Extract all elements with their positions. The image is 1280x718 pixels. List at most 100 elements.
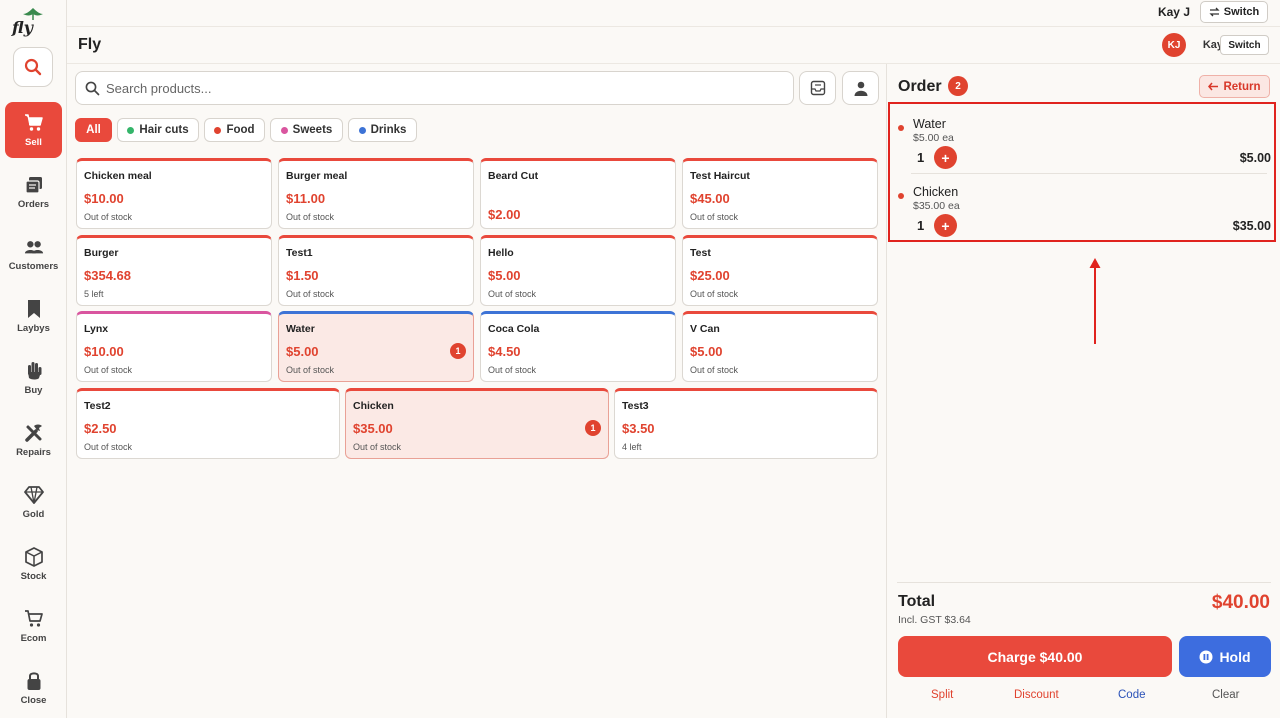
sidebar-item-gold[interactable]: Gold bbox=[5, 474, 62, 530]
order-line-each: $35.00 ea bbox=[913, 200, 960, 212]
sidebar-item-buy[interactable]: Buy bbox=[5, 350, 62, 406]
order-line[interactable]: Chicken $35.00 ea 1 + $35.00 bbox=[887, 172, 1280, 238]
order-line[interactable]: Water $5.00 ea 1 + $5.00 bbox=[887, 104, 1280, 170]
product-stock: Out of stock bbox=[690, 212, 739, 222]
charge-button[interactable]: Charge $40.00 bbox=[898, 636, 1172, 677]
product-card[interactable]: Test2 $2.50 Out of stock bbox=[76, 388, 340, 459]
product-card[interactable]: Coca Cola $4.50 Out of stock bbox=[480, 311, 676, 382]
product-name: Lynx bbox=[84, 323, 109, 335]
return-label: Return bbox=[1223, 80, 1261, 93]
product-stock: 5 left bbox=[84, 289, 104, 299]
top-user-name: Kay J bbox=[1157, 5, 1190, 19]
product-card[interactable]: Hello $5.00 Out of stock bbox=[480, 235, 676, 306]
avatar[interactable]: KJ bbox=[1162, 33, 1186, 57]
order-line-dot bbox=[898, 193, 904, 199]
product-card[interactable]: Chicken meal $10.00 Out of stock bbox=[76, 158, 272, 229]
sidebar-item-label: Close bbox=[20, 694, 47, 706]
product-card[interactable]: Test3 $3.50 4 left bbox=[614, 388, 878, 459]
product-name: Test Haircut bbox=[690, 170, 750, 182]
order-line-total: $5.00 bbox=[1239, 151, 1271, 165]
order-panel: Order 2 Return Water $5.00 ea 1 + $5.00 … bbox=[886, 64, 1280, 718]
discount-link[interactable]: Discount bbox=[1014, 689, 1059, 701]
product-card[interactable]: Beard Cut $2.00 bbox=[480, 158, 676, 229]
product-card[interactable]: Test $25.00 Out of stock bbox=[682, 235, 878, 306]
product-name: Coca Cola bbox=[488, 323, 540, 335]
product-name: Test1 bbox=[286, 247, 313, 259]
return-button[interactable]: Return bbox=[1199, 75, 1270, 98]
header-switch-button[interactable]: Switch bbox=[1220, 35, 1269, 55]
product-search[interactable] bbox=[75, 71, 794, 105]
order-title: Order bbox=[898, 78, 942, 95]
return-arrow-icon bbox=[1208, 82, 1219, 91]
product-price: $5.00 bbox=[488, 268, 521, 283]
sidebar-item-ecom[interactable]: Ecom bbox=[5, 598, 62, 654]
swap-icon bbox=[1209, 7, 1220, 17]
code-link[interactable]: Code bbox=[1118, 689, 1146, 701]
sidebar-item-close[interactable]: Close bbox=[5, 660, 62, 716]
sidebar-item-label: Ecom bbox=[20, 632, 47, 644]
product-card[interactable]: V Can $5.00 Out of stock bbox=[682, 311, 878, 382]
product-stock: 4 left bbox=[622, 442, 642, 452]
category-chip-all[interactable]: All bbox=[75, 118, 112, 142]
quantity-badge: 1 bbox=[450, 343, 466, 359]
product-price: $3.50 bbox=[622, 421, 655, 436]
annotation-arrow-icon bbox=[1089, 258, 1101, 344]
hold-label: Hold bbox=[1219, 648, 1251, 665]
customer-button[interactable] bbox=[842, 71, 879, 105]
product-name: Burger bbox=[84, 247, 119, 259]
top-switch-button[interactable]: Switch bbox=[1200, 1, 1268, 23]
increment-button[interactable]: + bbox=[934, 214, 957, 237]
category-chip-sweets[interactable]: Sweets bbox=[270, 118, 343, 142]
sidebar-item-sell[interactable]: Sell bbox=[5, 102, 62, 158]
product-stock: Out of stock bbox=[286, 365, 335, 375]
product-name: Burger meal bbox=[286, 170, 348, 182]
category-chip-hair-cuts[interactable]: Hair cuts bbox=[117, 118, 199, 142]
product-card[interactable]: Lynx $10.00 Out of stock bbox=[76, 311, 272, 382]
product-name: Test bbox=[690, 247, 711, 259]
product-price: $45.00 bbox=[690, 191, 730, 206]
product-stock: Out of stock bbox=[286, 289, 335, 299]
order-count-badge: 2 bbox=[948, 76, 968, 96]
sidebar-item-laybys[interactable]: Laybys bbox=[5, 288, 62, 344]
product-price: $4.50 bbox=[488, 344, 521, 359]
order-line-qty: 1 bbox=[917, 218, 925, 233]
scan-button[interactable] bbox=[799, 71, 836, 105]
sidebar-item-orders[interactable]: Orders bbox=[5, 164, 62, 220]
product-card-selected[interactable]: Chicken $35.00 Out of stock 1 bbox=[345, 388, 609, 459]
split-link[interactable]: Split bbox=[931, 689, 954, 701]
category-label: Hair cuts bbox=[139, 124, 189, 136]
pause-icon bbox=[1199, 650, 1213, 663]
search-input[interactable] bbox=[106, 72, 786, 104]
product-card[interactable]: Burger $354.68 5 left bbox=[76, 235, 272, 306]
inbox-icon bbox=[810, 80, 825, 96]
category-chip-drinks[interactable]: Drinks bbox=[348, 118, 417, 142]
sidebar-item-customers[interactable]: Customers bbox=[5, 226, 62, 282]
product-card[interactable]: Test Haircut $45.00 Out of stock bbox=[682, 158, 878, 229]
sidebar-search-button[interactable] bbox=[13, 47, 53, 87]
product-price: $1.50 bbox=[286, 268, 319, 283]
category-label: All bbox=[86, 124, 101, 136]
product-name: Test2 bbox=[84, 400, 111, 412]
product-price: $2.50 bbox=[84, 421, 117, 436]
fly-logo-icon bbox=[23, 8, 43, 20]
shopping-cart-icon bbox=[24, 609, 44, 629]
sidebar-item-repairs[interactable]: Repairs bbox=[5, 412, 62, 468]
total-amount: $40.00 bbox=[1211, 592, 1270, 613]
hold-button[interactable]: Hold bbox=[1179, 636, 1271, 677]
increment-button[interactable]: + bbox=[934, 146, 957, 169]
product-card-selected[interactable]: Water $5.00 Out of stock 1 bbox=[278, 311, 474, 382]
sidebar-item-label: Repairs bbox=[16, 446, 51, 458]
category-chip-food[interactable]: Food bbox=[204, 118, 265, 142]
sidebar-item-label: Stock bbox=[20, 570, 47, 582]
product-price: $5.00 bbox=[286, 344, 319, 359]
product-price: $35.00 bbox=[353, 421, 393, 436]
product-stock: Out of stock bbox=[353, 442, 402, 452]
product-card[interactable]: Test1 $1.50 Out of stock bbox=[278, 235, 474, 306]
product-price: $25.00 bbox=[690, 268, 730, 283]
header-user-name: Kay bbox=[1202, 39, 1223, 51]
product-card[interactable]: Burger meal $11.00 Out of stock bbox=[278, 158, 474, 229]
sidebar-item-stock[interactable]: Stock bbox=[5, 536, 62, 592]
clear-link[interactable]: Clear bbox=[1212, 689, 1240, 701]
product-name: Hello bbox=[488, 247, 514, 259]
sidebar-item-label: Orders bbox=[17, 198, 50, 210]
